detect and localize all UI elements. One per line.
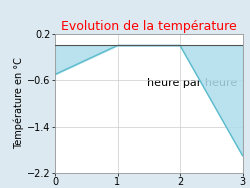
X-axis label: heure par heure: heure par heure bbox=[147, 78, 237, 88]
Title: Evolution de la température: Evolution de la température bbox=[61, 20, 236, 33]
Y-axis label: Température en °C: Température en °C bbox=[14, 58, 24, 149]
